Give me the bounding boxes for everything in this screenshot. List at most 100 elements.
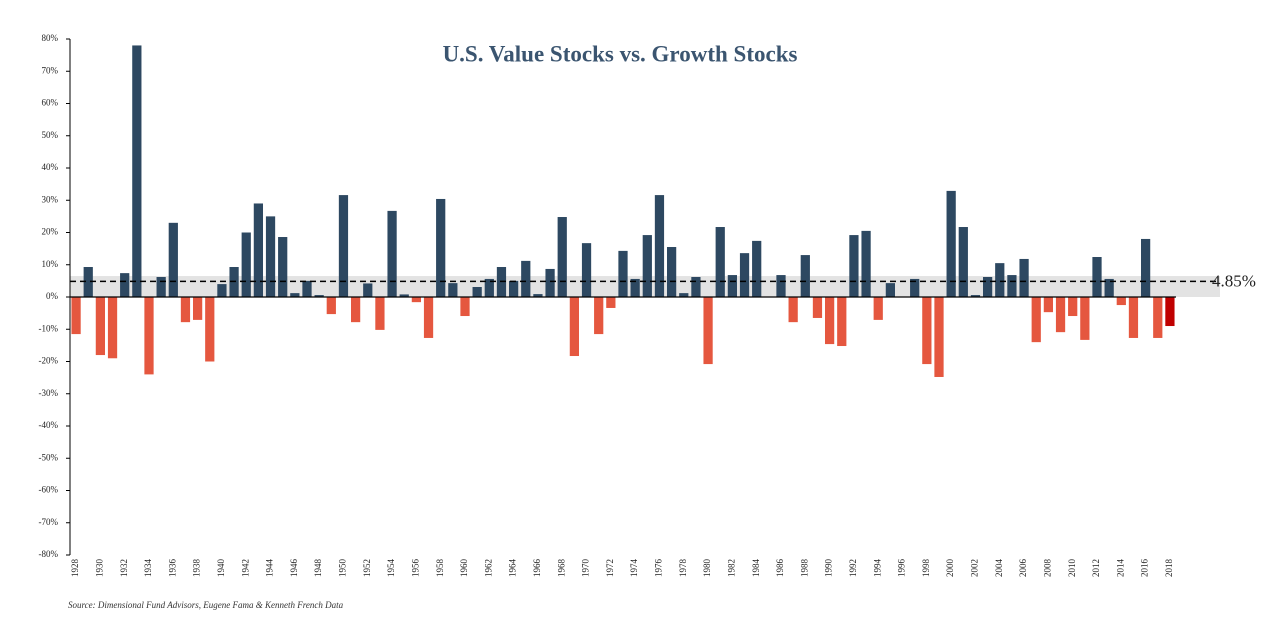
- y-tick-label: -70%: [39, 517, 59, 527]
- y-tick-label: -30%: [39, 388, 59, 398]
- x-tick-label: 1934: [143, 559, 153, 578]
- y-tick-label: 40%: [42, 162, 59, 172]
- x-tick-label: 1992: [848, 559, 858, 577]
- bar: [1153, 297, 1163, 338]
- bar: [594, 297, 604, 335]
- x-tick-label: 1984: [751, 559, 761, 578]
- x-tick-label: 1994: [872, 559, 882, 578]
- bar: [679, 293, 689, 297]
- bar: [192, 297, 203, 320]
- bar: [1116, 297, 1126, 306]
- bar: [350, 297, 361, 323]
- bar: [168, 222, 178, 297]
- bar: [411, 297, 422, 303]
- bar: [1104, 278, 1114, 297]
- x-tick-label: 2000: [945, 559, 955, 578]
- bar: [363, 283, 373, 297]
- bar: [970, 295, 981, 297]
- bar: [205, 297, 215, 362]
- x-tick-label: 1974: [629, 559, 639, 578]
- x-tick-label: 1998: [921, 559, 931, 578]
- x-tick-label: 2010: [1067, 559, 1077, 578]
- bar: [508, 280, 519, 297]
- bar: [861, 230, 871, 297]
- bar: [387, 210, 397, 297]
- x-tick-label: 1966: [532, 559, 542, 578]
- x-tick-label: 1928: [70, 559, 80, 578]
- bar: [1140, 238, 1151, 297]
- bar: [1080, 297, 1090, 340]
- bar: [423, 297, 434, 338]
- bar: [581, 243, 592, 297]
- bar: [715, 227, 725, 297]
- bar: [265, 216, 276, 297]
- bar: [399, 294, 409, 297]
- bar: [1043, 297, 1054, 313]
- bar: [460, 297, 470, 317]
- bar: [812, 297, 823, 318]
- bar: [83, 267, 93, 297]
- bar: [107, 297, 118, 359]
- bar: [557, 217, 567, 297]
- bar: [958, 227, 968, 297]
- x-tick-label: 1960: [459, 559, 469, 578]
- bar: [290, 293, 300, 297]
- x-tick-label: 2002: [970, 559, 980, 577]
- bar: [946, 190, 956, 297]
- x-tick-label: 1996: [897, 559, 907, 578]
- bar: [1019, 258, 1029, 297]
- y-tick-label: 0%: [46, 291, 59, 301]
- x-tick-label: 2014: [1115, 559, 1125, 578]
- x-tick-label: 1950: [338, 559, 348, 578]
- bar: [642, 235, 652, 297]
- y-tick-label: -40%: [39, 420, 59, 430]
- x-tick-label: 2004: [994, 559, 1004, 578]
- bar: [727, 275, 738, 297]
- bar: [752, 240, 762, 297]
- bar: [338, 195, 349, 297]
- bar: [278, 237, 288, 297]
- y-tick-label: 50%: [42, 130, 59, 140]
- bar: [703, 297, 713, 365]
- x-tick-label: 1978: [678, 559, 688, 578]
- x-tick-label: 1954: [386, 559, 396, 578]
- bar: [448, 283, 458, 297]
- x-tick-label: 1976: [654, 559, 664, 578]
- bar: [1007, 275, 1017, 297]
- bar: [241, 232, 251, 297]
- x-tick-label: 1988: [799, 559, 809, 578]
- bar: [691, 277, 701, 297]
- x-tick-label: 2008: [1042, 559, 1052, 578]
- bar: [95, 297, 106, 356]
- bar: [1165, 297, 1175, 327]
- bar: [71, 297, 81, 335]
- bar: [180, 297, 191, 323]
- bar: [1068, 297, 1078, 317]
- x-tick-label: 1982: [726, 559, 736, 577]
- x-tick-label: 2016: [1140, 559, 1150, 578]
- y-tick-label: -50%: [39, 452, 59, 462]
- bar: [217, 284, 227, 297]
- bar: [776, 275, 786, 297]
- bar: [849, 235, 859, 297]
- bar: [995, 263, 1005, 297]
- bar: [885, 283, 896, 297]
- bar: [1128, 297, 1139, 338]
- x-tick-label: 1936: [167, 559, 177, 578]
- x-tick-label: 1952: [362, 559, 372, 577]
- bar: [132, 45, 142, 298]
- y-tick-label: 20%: [42, 227, 59, 237]
- y-tick-label: -80%: [39, 549, 59, 559]
- bar: [606, 297, 616, 308]
- x-tick-label: 1930: [94, 559, 104, 578]
- source-note: Source: Dimensional Fund Advisors, Eugen…: [68, 600, 344, 610]
- y-tick-label: 70%: [42, 65, 59, 75]
- y-tick-label: 30%: [42, 194, 59, 204]
- bar: [837, 297, 847, 347]
- bar: [521, 260, 531, 297]
- x-tick-label: 1946: [289, 559, 299, 578]
- chart-title: U.S. Value Stocks vs. Growth Stocks: [443, 41, 798, 66]
- x-tick-label: 2006: [1018, 559, 1028, 578]
- bar: [824, 297, 835, 345]
